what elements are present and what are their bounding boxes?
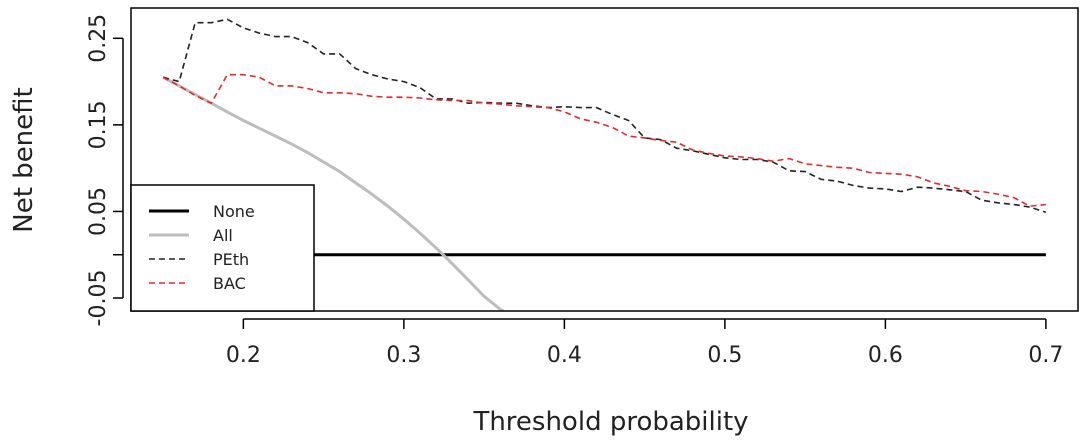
x-axis: 0.2 0.3 0.4 0.5 0.6 0.7 <box>226 318 1063 368</box>
y-tick-label: 0.25 <box>86 14 111 63</box>
legend-label-none: None <box>213 202 255 221</box>
y-tick-label: 0.15 <box>86 100 111 149</box>
series-line-peth <box>162 18 1047 214</box>
legend-label-bac: BAC <box>213 274 246 293</box>
legend-box <box>130 184 315 312</box>
x-tick-label: 0.3 <box>386 343 421 368</box>
legend-label-all: All <box>213 226 233 245</box>
y-axis-title: Net benefit <box>9 87 39 232</box>
y-tick-label: 0.05 <box>86 187 111 236</box>
y-axis: -0.05 0.05 0.15 0.25 <box>86 14 124 327</box>
x-axis-title: Threshold probability <box>472 407 748 437</box>
legend: None All PEth BAC <box>130 184 315 312</box>
y-tick-label: -0.05 <box>86 270 111 327</box>
x-tick-label: 0.6 <box>868 343 903 368</box>
x-tick-label: 0.7 <box>1028 343 1063 368</box>
series-line-bac <box>162 73 1046 208</box>
plot-frame <box>130 7 1079 312</box>
x-tick-label: 0.2 <box>226 343 261 368</box>
x-tick-label: 0.4 <box>547 343 582 368</box>
series-line-all <box>162 75 505 311</box>
legend-label-peth: PEth <box>213 250 249 269</box>
x-tick-label: 0.5 <box>707 343 742 368</box>
